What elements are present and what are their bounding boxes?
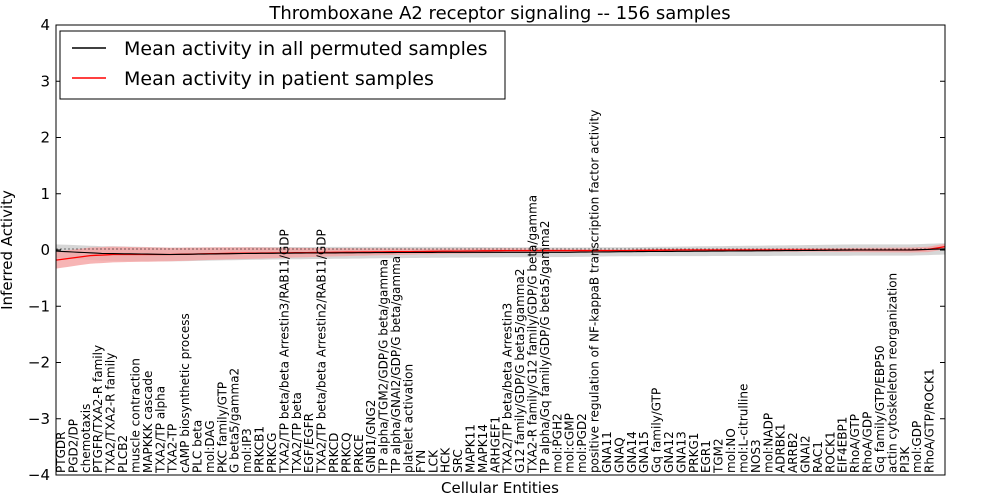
x-tick-label: GNA14 [625,431,639,473]
x-tick-label: chemotaxis [79,404,93,473]
x-tick-label: GNB1/GNG2 [364,400,378,473]
x-tick-label: MAPK11 [464,424,478,473]
x-tick-label: platelet activation [401,364,415,473]
y-axis-label: Inferred Activity [0,190,16,310]
y-tick-label: 3 [40,72,50,90]
x-tick-label: GNA13 [674,431,688,473]
x-tick-label: mol:DAG [203,420,217,473]
legend-label-permuted: Mean activity in all permuted samples [124,38,487,60]
x-tick-label: TXA2-TP [166,424,180,474]
x-tick-label: NOS3 [749,439,763,473]
x-tick-label: TXA2/TP beta/beta Arrestin3/RAB11/GDP [277,229,291,474]
x-tick-label: mol:IP3 [240,428,254,473]
x-tick-label: Gq family/GTP/EBP50 [873,345,887,473]
x-tick-label: ARHGEF1 [488,416,502,473]
x-tick-label: EGR1 [699,440,713,473]
y-tick-label: 2 [40,129,50,147]
x-tick-label: PTGFR/TXA2-R family [91,345,105,473]
x-tick-label: RhoA/GTP/ROCK1 [923,368,937,473]
legend: Mean activity in all permuted samples Me… [59,30,506,100]
x-tick-label: ROCK1 [823,431,837,473]
x-tick-label: TXA2-R family/G12 family/GDP/G beta/gamm… [526,195,540,474]
y-tick-label: 1 [40,185,50,203]
x-tick-label: G12 family/GDP/G beta5/gamma2 [513,269,527,473]
x-tick-label: G beta5/gamma2 [228,368,242,473]
x-tick-label: ADRBK1 [774,423,788,473]
x-tick-label: mol:NO [724,428,738,473]
x-tick-label: PI3K [898,446,912,473]
permuted-mean-line [55,248,946,256]
x-tick-label: RhoA/GTP [848,414,862,473]
x-tick-label: TP alpha/GNAI2/GDP/G beta/gamma [389,256,403,474]
legend-box [59,30,506,100]
y-tick-label: 4 [40,16,50,34]
x-tick-label: PLCB2 [116,435,130,473]
y-tick-label: −3 [28,410,50,428]
x-tick-label: Gq family/GTP [650,388,664,473]
y-tick-label: 0 [40,241,50,259]
x-tick-label: GNAI2 [799,435,813,473]
y-tick-label: −4 [28,466,50,484]
x-tick-label: mol:NADP [761,413,775,473]
x-tick-label: mol:GDP [910,421,924,473]
x-tick-label: PTGDR [54,432,68,473]
x-tick-label: TGM2 [712,438,726,474]
x-tick-label: EGF/EGFR [302,413,316,473]
y-tick-label: −2 [28,354,50,372]
x-axis-label: Cellular Entities [441,479,559,497]
x-tick-label: TXA2/TP beta/beta Arrestin2/RAB11/GDP [315,229,329,474]
chart-title: Thromboxane A2 receptor signaling -- 156… [268,3,730,24]
x-tick-label: mol:PGH2 [550,413,564,473]
x-tick-label: HCK [439,447,453,473]
x-tick-label: muscle contraction [129,358,143,473]
legend-label-patient: Mean activity in patient samples [124,68,434,90]
x-tick-label: TP alpha/TGM2/GDP/G beta/gamma [377,259,391,474]
y-axis: −4 −3 −2 −1 0 1 2 3 4 [28,16,945,484]
x-tick-label: LCK [426,449,440,473]
x-tick-label: RAC1 [811,441,825,473]
x-tick-label: PRKCB1 [253,426,267,473]
x-tick-label: PGD2/DP [66,419,80,473]
plot-area [55,243,946,269]
x-tick-label: TP alpha/Gq family/GDP/G beta5/gamma2 [538,220,552,474]
x-tick-label: TXA2/TP beta/beta Arrestin3 [501,303,515,474]
x-tick-label: GNA15 [637,431,651,473]
x-tick-label: PRKCE [352,434,366,473]
x-tick-label: mol:L-citrulline [737,384,751,473]
x-tick-label: TXA2/TXA2-R family [104,353,118,474]
x-tick-label: actin cytoskeleton reorganization [885,273,899,473]
x-tick-label: TXA2/TP beta [290,392,304,474]
x-tick-label: PLC beta [191,420,205,473]
y-tick-label: −1 [28,297,50,315]
x-tick-label: PRKG1 [687,433,701,473]
x-tick-label: GNA11 [600,431,614,473]
x-tick-label: SRC [451,449,465,473]
x-tick-label: GNA12 [662,431,676,473]
x-tick-label: mol:cGMP [563,413,577,473]
x-tick-label: EIF4EBP1 [836,417,850,473]
x-tick-label: MAPK14 [476,424,490,473]
x-tick-label: PRKCD [327,433,341,473]
x-tick-label: FYN [414,450,428,473]
x-tick-label: PRKCQ [339,432,353,473]
x-tick-label: positive regulation of NF-kappaB transcr… [588,110,602,473]
x-tick-label: RhoA/GDP [861,412,875,473]
x-tick-label: cAMP biosynthetic process [178,313,192,473]
x-tick-label: MAPKKK cascade [141,371,155,473]
x-tick-label: mol:PGD2 [575,413,589,473]
x-tick-label: PRKCG [265,433,279,473]
x-tick-label: TXA2/TP alpha [153,386,167,474]
x-tick-label: PKC family/GTP [215,382,229,473]
x-tick-label: GNAQ [612,437,626,473]
x-tick-label: ARRB2 [786,432,800,473]
